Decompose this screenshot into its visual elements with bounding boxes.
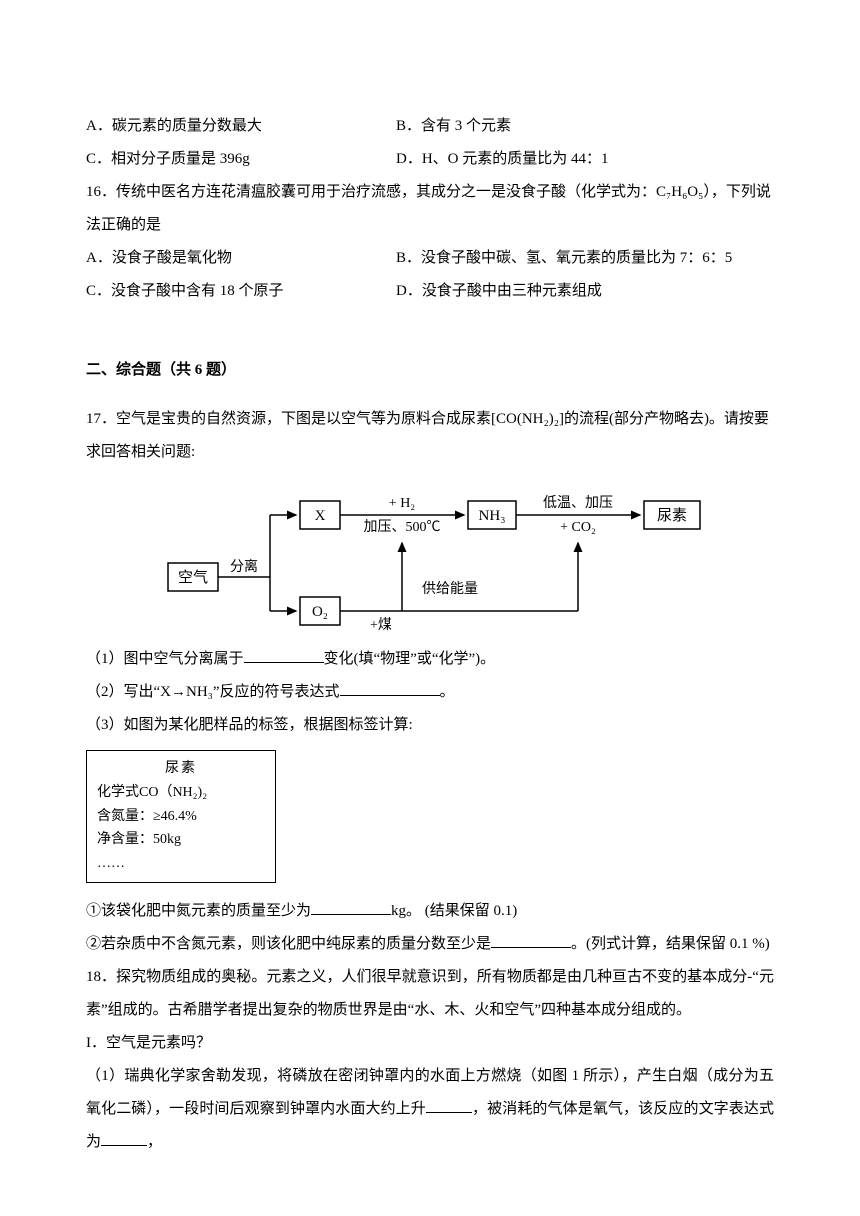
blank-3 xyxy=(311,901,391,915)
q18-stem: 18．探究物质组成的奥秘。元素之义，人们很早就意识到，所有物质都是由几种亘古不变… xyxy=(86,961,774,1027)
label-line2: 含氮量：≥46.4% xyxy=(97,805,265,829)
label-line4: …… xyxy=(97,852,265,876)
q17-part2: （2）写出“X→NH₃”反应的符号表达式。 xyxy=(86,676,774,709)
blank-1 xyxy=(244,649,324,663)
blank-2 xyxy=(340,682,440,696)
node-x: X xyxy=(315,508,326,524)
q17-part3: （3）如图为某化肥样品的标签，根据图标签计算: xyxy=(86,709,774,742)
section-2-title: 二、综合题（共 6 题） xyxy=(86,354,774,387)
option-c: C．相对分子质量是 396g xyxy=(86,143,396,176)
label-cond2a: 低温、加压 xyxy=(543,495,613,511)
q17-stem: 17．空气是宝贵的自然资源，下图是以空气等为原料合成尿素[CO(NH₂)₂]的流… xyxy=(86,403,774,469)
node-air: 空气 xyxy=(178,569,208,586)
blank-6 xyxy=(101,1132,147,1146)
label-cond1: 加压、500℃ xyxy=(364,519,441,535)
option-b: B．含有 3 个元素 xyxy=(396,110,774,143)
q16-option-a: A．没食子酸是氧化物 xyxy=(86,242,396,275)
option-a: A．碳元素的质量分数最大 xyxy=(86,110,396,143)
q16-stem: 16．传统中医名方连花清瘟胶囊可用于治疗流感，其成分之一是没食子酸（化学式为：C… xyxy=(86,176,774,242)
option-d: D．H、O 元素的质量比为 44：1 xyxy=(396,143,774,176)
label-sep: 分离 xyxy=(230,558,258,575)
node-urea: 尿素 xyxy=(657,507,687,524)
node-nh3: NH₃ xyxy=(479,508,506,524)
q17-sub2: ②若杂质中不含氮元素，则该化肥中纯尿素的质量分数至少是。(列式计算，结果保留 0… xyxy=(86,928,774,961)
label-title: 尿素 xyxy=(97,757,265,781)
q17-part1: （1）图中空气分离属于变化(填“物理”或“化学”)。 xyxy=(86,643,774,676)
fertilizer-label: 尿素 化学式CO（NH₂)₂ 含氮量：≥46.4% 净含量：50kg …… xyxy=(86,750,276,883)
label-line1: 化学式CO（NH₂)₂ xyxy=(97,781,265,805)
q16-option-b: B．没食子酸中碳、氢、氧元素的质量比为 7：6：5 xyxy=(396,242,774,275)
node-o2: O₂ xyxy=(312,604,328,620)
q17-sub1: ①该袋化肥中氮元素的质量至少为kg。 (结果保留 0.1) xyxy=(86,895,774,928)
label-cond2b: + CO₂ xyxy=(560,520,596,535)
label-energy: 供给能量 xyxy=(422,581,478,597)
label-line3: 净含量：50kg xyxy=(97,828,265,852)
q16-option-d: D．没食子酸中由三种元素组成 xyxy=(396,275,774,308)
label-h2: + H₂ xyxy=(389,496,416,511)
q16-option-c: C．没食子酸中含有 18 个原子 xyxy=(86,275,396,308)
blank-5 xyxy=(426,1099,472,1113)
q18-i: I．空气是元素吗？ xyxy=(86,1027,774,1060)
label-coal: +煤 xyxy=(370,617,392,633)
blank-4 xyxy=(491,934,571,948)
q17-flowchart: 空气 分离 X O₂ + H₂ 加压、500℃ NH₃ 低温、加压 + CO₂ … xyxy=(166,483,706,633)
q18-part1: （1）瑞典化学家舍勒发现，将磷放在密闭钟罩内的水面上方燃烧（如图 1 所示），产… xyxy=(86,1060,774,1159)
